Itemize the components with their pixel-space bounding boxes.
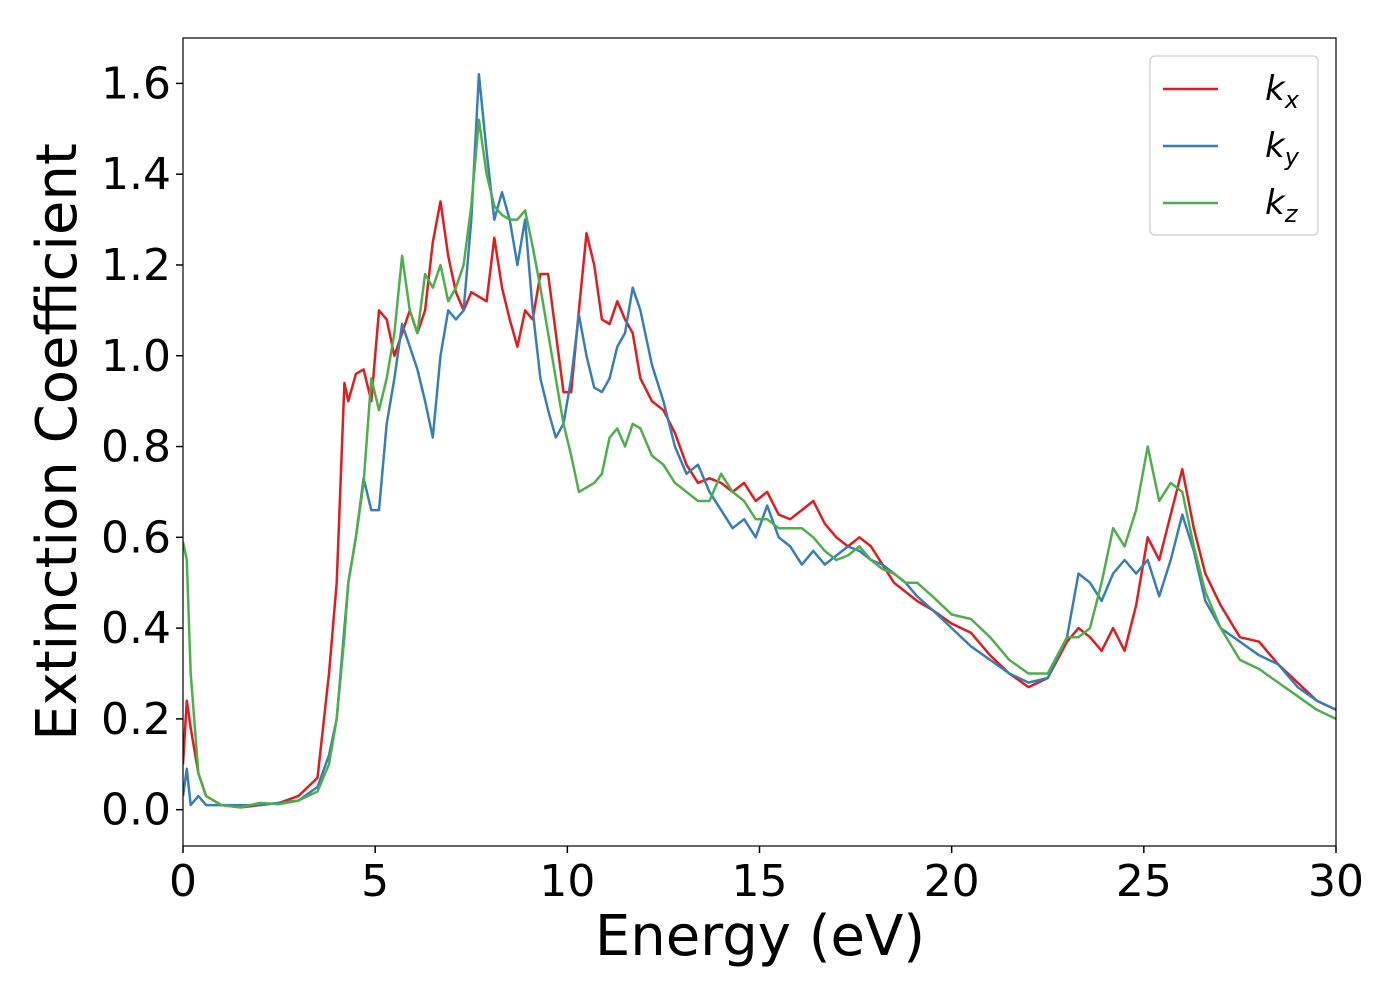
x-tick-label: 15: [732, 856, 788, 907]
y-tick-label: 1.6: [101, 58, 171, 109]
legend-label: kz: [1265, 183, 1299, 228]
y-tick-label: 0.4: [101, 603, 171, 654]
legend-label: ky: [1265, 126, 1300, 171]
x-tick-label: 5: [361, 856, 389, 907]
plot-frame: [182, 37, 1337, 847]
y-axis-label: Extinction Coefficient: [25, 143, 90, 741]
legend: kx ky kz: [1149, 55, 1319, 236]
legend-box: [1149, 55, 1319, 236]
x-tick-label: 10: [539, 856, 595, 907]
y-tick-label: 0.8: [101, 422, 171, 473]
y-tick-label: 1.2: [101, 240, 171, 291]
series-line: [183, 200, 1336, 809]
x-tick-label: 30: [1308, 856, 1364, 907]
y-tick-label: 1.0: [101, 331, 171, 382]
series-line: [183, 73, 1336, 807]
legend-label: kx: [1265, 69, 1300, 114]
x-tick-label: 25: [1116, 856, 1172, 907]
x-axis-label: Energy (eV): [595, 904, 925, 969]
y-tick-label: 0.6: [101, 512, 171, 563]
x-tick-label: 20: [924, 856, 980, 907]
y-tick-label: 0.0: [101, 785, 171, 836]
x-tick-label: 0: [169, 856, 197, 907]
y-tick-label: 1.4: [101, 149, 171, 200]
y-tick-label: 0.2: [101, 694, 171, 745]
series-line: [183, 118, 1336, 809]
